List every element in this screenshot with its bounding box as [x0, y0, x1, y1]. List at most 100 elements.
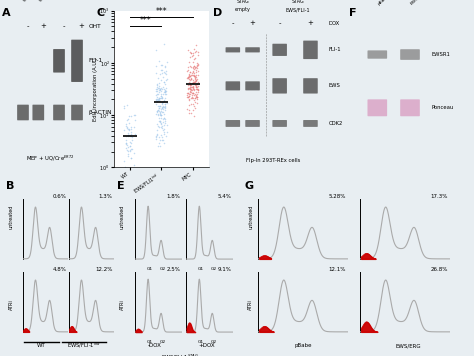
- Point: [153, 98, 160, 103]
- Point: [185, 93, 193, 98]
- Point: [158, 100, 166, 105]
- Text: EWS/ERG: EWS/ERG: [395, 343, 420, 348]
- Point: [127, 129, 135, 135]
- FancyBboxPatch shape: [226, 81, 240, 90]
- Text: -: -: [26, 23, 29, 29]
- Point: [194, 90, 202, 95]
- FancyBboxPatch shape: [400, 49, 420, 60]
- Point: [190, 70, 198, 75]
- Point: [184, 64, 192, 70]
- Point: [125, 116, 132, 122]
- Point: [120, 127, 128, 132]
- Point: [192, 68, 200, 73]
- Point: [159, 106, 167, 112]
- Text: G2: G2: [210, 267, 217, 271]
- Point: [192, 93, 200, 98]
- Point: [191, 99, 199, 105]
- Point: [187, 110, 194, 115]
- Point: [120, 104, 128, 109]
- Point: [120, 158, 128, 163]
- Text: 1.3%: 1.3%: [99, 194, 112, 199]
- Point: [123, 141, 130, 146]
- Point: [187, 89, 194, 95]
- Point: [158, 62, 165, 68]
- Point: [153, 94, 161, 100]
- Point: [156, 119, 164, 125]
- Point: [152, 87, 159, 92]
- Point: [189, 72, 197, 78]
- Text: F: F: [349, 7, 356, 17]
- Point: [160, 89, 167, 95]
- Point: [188, 82, 195, 88]
- Point: [161, 118, 168, 124]
- Point: [194, 87, 201, 93]
- Point: [152, 133, 160, 138]
- Text: C: C: [97, 7, 105, 17]
- Point: [154, 82, 161, 87]
- Point: [185, 67, 192, 73]
- Point: [192, 78, 200, 84]
- Point: [153, 109, 161, 115]
- Point: [190, 69, 197, 75]
- Point: [187, 95, 195, 101]
- Point: [160, 140, 168, 146]
- Point: [187, 75, 195, 80]
- Point: [190, 84, 197, 90]
- Point: [188, 84, 195, 90]
- FancyBboxPatch shape: [273, 44, 287, 56]
- Point: [187, 87, 194, 92]
- Point: [187, 49, 194, 55]
- Text: Ponceau: Ponceau: [432, 105, 454, 110]
- Point: [194, 87, 202, 92]
- Point: [154, 103, 161, 108]
- Point: [155, 83, 162, 89]
- Point: [161, 101, 169, 107]
- Point: [158, 101, 166, 107]
- Point: [192, 78, 200, 83]
- Point: [155, 75, 162, 81]
- FancyBboxPatch shape: [303, 120, 318, 127]
- Point: [161, 63, 169, 69]
- Text: 2.5%: 2.5%: [166, 267, 180, 272]
- Point: [191, 73, 199, 79]
- Point: [157, 112, 164, 117]
- Text: EWS/FLI-1$^{ind}$: EWS/FLI-1$^{ind}$: [67, 341, 101, 350]
- Point: [126, 126, 133, 132]
- Point: [187, 86, 195, 91]
- Point: [191, 49, 199, 55]
- Point: [152, 137, 160, 142]
- Point: [160, 84, 167, 89]
- Point: [184, 75, 192, 80]
- Point: [191, 82, 199, 88]
- Point: [157, 77, 165, 83]
- FancyBboxPatch shape: [245, 120, 260, 127]
- Point: [126, 133, 134, 138]
- Point: [152, 48, 160, 53]
- Point: [192, 84, 200, 90]
- Point: [192, 64, 200, 70]
- Point: [157, 112, 164, 117]
- Text: 12.2%: 12.2%: [95, 267, 112, 272]
- Point: [126, 120, 133, 126]
- Point: [186, 89, 193, 94]
- Point: [123, 126, 130, 131]
- Point: [158, 125, 165, 131]
- Point: [189, 95, 196, 101]
- Point: [154, 107, 162, 113]
- Text: 0.6%: 0.6%: [53, 194, 66, 199]
- Point: [161, 89, 168, 94]
- Point: [184, 82, 192, 88]
- Point: [161, 88, 168, 94]
- Point: [155, 80, 163, 86]
- Point: [189, 101, 197, 106]
- Point: [183, 106, 191, 112]
- Point: [185, 71, 193, 77]
- Point: [124, 134, 131, 139]
- Point: [185, 77, 193, 82]
- Point: [152, 93, 160, 98]
- Point: [185, 73, 193, 78]
- Text: 5.4%: 5.4%: [218, 194, 231, 199]
- Point: [194, 68, 202, 74]
- Point: [193, 65, 201, 71]
- Text: G1: G1: [146, 267, 153, 271]
